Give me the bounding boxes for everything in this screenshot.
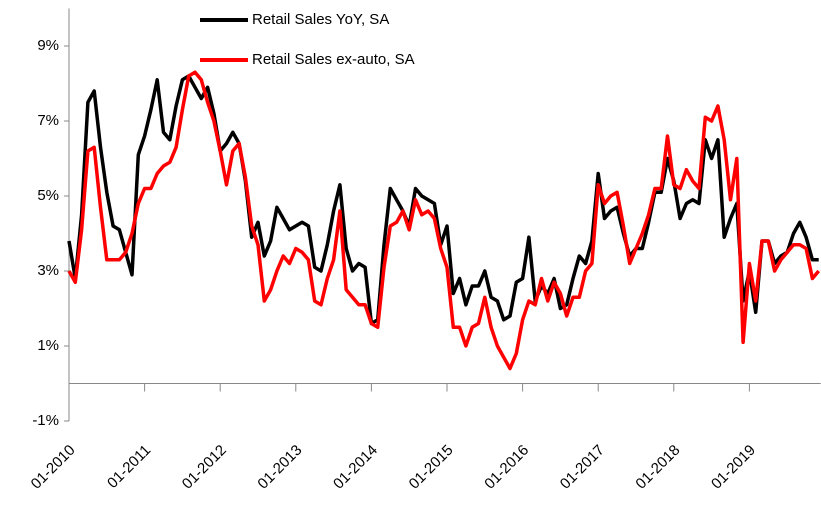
x-tick-label: 01-2013 xyxy=(254,442,305,493)
x-tick-label: 01-2014 xyxy=(330,442,381,493)
legend-label: Retail Sales YoY, SA xyxy=(252,11,389,28)
y-tick-label: 5% xyxy=(37,187,59,204)
x-tick-label: 01-2012 xyxy=(179,442,230,493)
x-tick-label: 01-2017 xyxy=(557,442,608,493)
y-tick-label: 9% xyxy=(37,37,59,54)
y-tick-label: 3% xyxy=(37,262,59,279)
x-tick-label: 01-2010 xyxy=(28,442,79,493)
x-tick-label: 01-2018 xyxy=(632,442,683,493)
y-tick-label: 1% xyxy=(37,337,59,354)
series-line xyxy=(67,74,819,326)
legend-label: Retail Sales ex-auto, SA xyxy=(252,51,415,68)
series-line xyxy=(67,70,821,371)
x-tick-label: 01-2019 xyxy=(708,442,759,493)
x-tick-label: 01-2015 xyxy=(406,442,457,493)
x-tick-label: 01-2016 xyxy=(481,442,532,493)
y-tick-label: -1% xyxy=(32,412,59,429)
x-tick-label: 01-2011 xyxy=(104,442,154,492)
y-tick-label: 7% xyxy=(37,112,59,129)
